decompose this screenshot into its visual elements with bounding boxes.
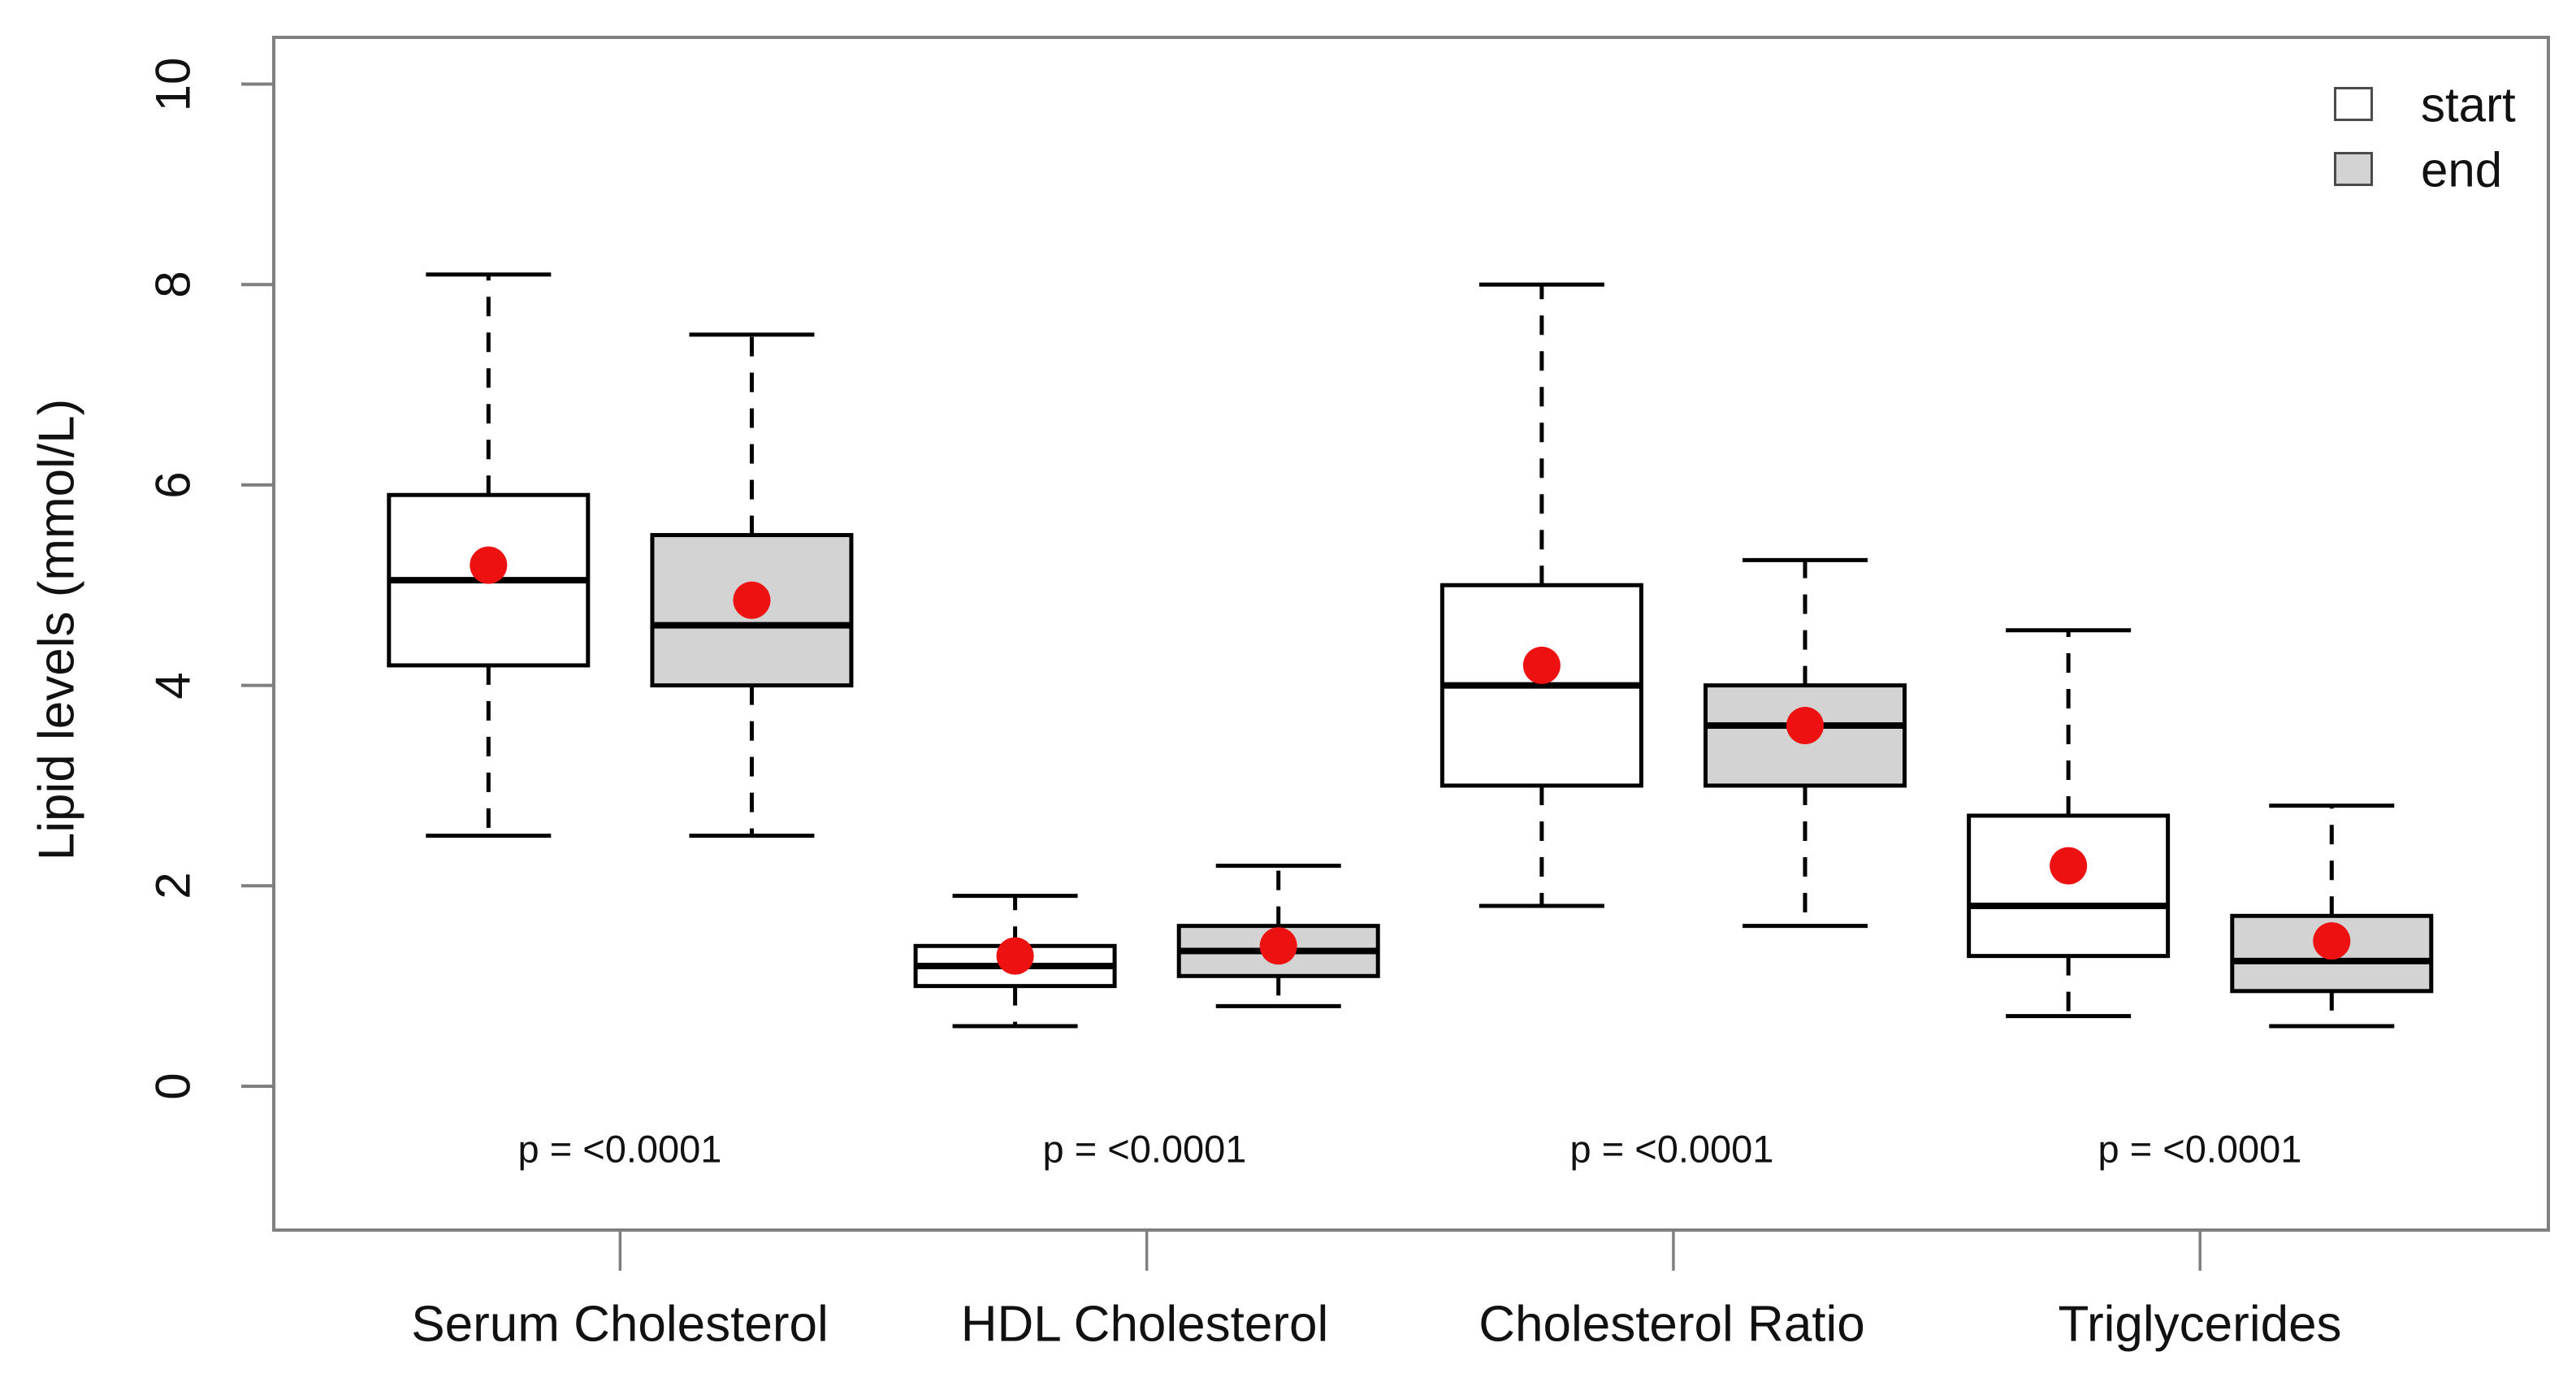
mean-dot-cholesterol-ratio-start — [1522, 646, 1561, 684]
y-tick-label-2: 2 — [145, 872, 201, 899]
p-value-label-hdl-cholesterol: p = <0.0001 — [1042, 1127, 1247, 1171]
y-tick-label-0: 0 — [145, 1072, 201, 1100]
mean-dot-serum-cholesterol-start — [470, 546, 508, 584]
legend-label-end: end — [2421, 142, 2503, 197]
mean-dot-hdl-cholesterol-end — [1259, 927, 1297, 965]
x-group-label-hdl-cholesterol: HDL Cholesterol — [960, 1296, 1329, 1353]
legend-label-start: start — [2421, 77, 2516, 132]
p-value-label-cholesterol-ratio: p = <0.0001 — [1569, 1127, 1774, 1171]
box-triglycerides-start — [1967, 813, 2171, 959]
plot-frame — [272, 36, 2550, 1232]
x-group-label-cholesterol-ratio: Cholesterol Ratio — [1478, 1296, 1865, 1353]
y-tick-label-6: 6 — [145, 471, 201, 499]
p-value-label-serum-cholesterol: p = <0.0001 — [517, 1127, 722, 1171]
p-value-label-triglycerides: p = <0.0001 — [2098, 1127, 2302, 1171]
legend-swatch-end — [2334, 152, 2373, 186]
legend-swatch-start — [2334, 87, 2373, 121]
y-axis-title: Lipid levels (mmol/L) — [28, 398, 85, 861]
x-group-label-serum-cholesterol: Serum Cholesterol — [411, 1296, 829, 1353]
mean-dot-hdl-cholesterol-start — [996, 937, 1034, 975]
mean-dot-triglycerides-end — [2313, 922, 2351, 960]
mean-dot-serum-cholesterol-end — [733, 581, 771, 619]
y-tick-label-8: 8 — [145, 271, 201, 298]
y-tick-label-4: 4 — [145, 672, 201, 700]
y-tick-label-10: 10 — [145, 57, 201, 112]
mean-dot-triglycerides-start — [2050, 847, 2088, 885]
x-group-label-triglycerides: Triglycerides — [2058, 1296, 2342, 1353]
mean-dot-cholesterol-ratio-end — [1786, 706, 1824, 744]
